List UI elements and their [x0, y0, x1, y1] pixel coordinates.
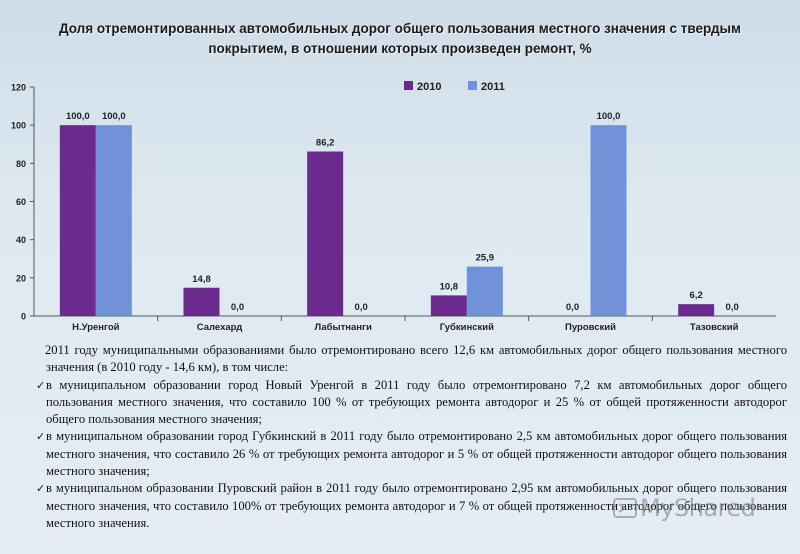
- data-label: 25,9: [476, 253, 495, 264]
- data-label: 6,2: [690, 290, 703, 301]
- data-label: 0,0: [355, 302, 368, 313]
- watermark-logo-icon: [613, 498, 637, 518]
- bar-chart: 0 20 40 60 80 100 120 Н.Уренгой 100,0 100,0 Салеха…: [11, 81, 776, 333]
- bullet-text: в муниципальном образовании город Губкин…: [46, 429, 787, 479]
- chart-title: Доля отремонтированных автомобильных дор…: [58, 21, 742, 56]
- bar-2010: [430, 295, 467, 316]
- data-label: 10,8: [440, 281, 459, 292]
- watermark-text: MyShared: [640, 494, 756, 522]
- legend-swatch: [404, 81, 413, 90]
- bullet-text: в муниципальном образовании город Новый …: [46, 377, 787, 427]
- bullet-item: ✓ в муниципальном образовании Пуровский …: [36, 480, 787, 532]
- y-tick-label: 120: [11, 83, 26, 93]
- x-tick-label: Пуровский: [565, 322, 616, 333]
- data-label: 100,0: [102, 111, 126, 122]
- x-tick-label: Салехард: [197, 322, 243, 333]
- bullet-item: ✓ в муниципальном образовании город Новы…: [36, 377, 787, 429]
- bar-2010: [59, 125, 96, 317]
- bar-2011: [590, 125, 627, 317]
- x-tick-label: Тазовский: [690, 322, 739, 333]
- bar-2010: [183, 287, 220, 316]
- body-text: 2011 году муниципальными образованиями б…: [36, 342, 787, 532]
- checkmark-icon: ✓: [36, 482, 46, 496]
- checkmark-icon: ✓: [36, 430, 46, 444]
- y-tick-label: 80: [16, 159, 26, 169]
- data-label: 100,0: [66, 111, 90, 122]
- bar-2010: [678, 304, 715, 316]
- y-tick-label: 0: [21, 312, 26, 322]
- legend-swatch: [468, 81, 477, 90]
- intro-paragraph: 2011 году муниципальными образованиями б…: [45, 343, 787, 375]
- y-tick-label: 20: [16, 273, 26, 283]
- y-tick-label: 100: [11, 121, 26, 131]
- y-tick-label: 40: [16, 235, 26, 245]
- data-label: 0,0: [231, 302, 244, 313]
- legend-label: 2011: [481, 81, 505, 93]
- bullet-item: ✓ в муниципальном образовании город Губк…: [36, 428, 787, 480]
- x-tick-label: Н.Уренгой: [72, 322, 120, 333]
- bar-2010: [307, 151, 344, 316]
- legend-label: 2010: [417, 81, 441, 93]
- x-tick-label: Губкинский: [440, 322, 494, 333]
- bar-2011: [466, 266, 503, 316]
- data-label: 0,0: [726, 302, 739, 313]
- checkmark-icon: ✓: [36, 378, 46, 392]
- data-label: 0,0: [566, 302, 579, 313]
- data-label: 86,2: [316, 138, 335, 149]
- bullet-text: в муниципальном образовании Пуровский ра…: [46, 481, 787, 530]
- x-tick-label: Лабытнанги: [314, 322, 372, 333]
- data-label: 100,0: [597, 111, 621, 122]
- y-tick-label: 60: [16, 197, 26, 207]
- data-label: 14,8: [192, 274, 211, 285]
- bar-2011: [95, 125, 132, 317]
